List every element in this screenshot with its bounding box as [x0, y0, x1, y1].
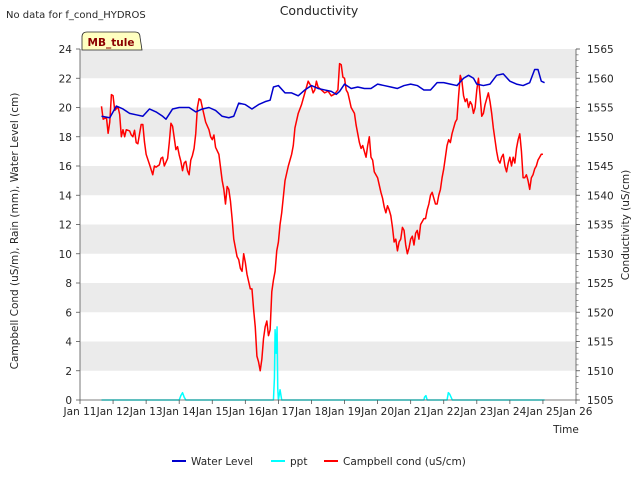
y-right-tick-label: 1550: [587, 132, 614, 144]
site-badge: MB_tule: [81, 31, 143, 51]
y-right-tick-label: 1555: [587, 103, 614, 115]
legend-label-ppt: ppt: [290, 456, 307, 468]
y-left-tick-label: 2: [65, 366, 72, 378]
y-right-tick-label: 1510: [587, 366, 614, 378]
y-axis-left-label: Campbell Cond (uS/m), Rain (mm), Water L…: [9, 93, 21, 370]
y-right-tick-label: 1540: [587, 190, 614, 202]
x-tick-label: Jan 15: [195, 406, 229, 418]
x-tick-label: Jan 11: [63, 406, 97, 418]
chart-title: Conductivity: [280, 3, 359, 18]
site-badge-shape: [81, 31, 143, 51]
y-left-tick-label: 20: [59, 103, 72, 115]
background-bands: [80, 49, 576, 400]
y-right-tick-label: 1520: [587, 307, 614, 319]
grid-band: [80, 166, 576, 196]
y-left-tick-label: 16: [59, 161, 73, 173]
legend-label-water-level: Water Level: [191, 456, 253, 468]
x-tick-label: Jan 26: [559, 406, 593, 418]
y-right-tick-label: 1565: [587, 44, 614, 56]
y-right-tick-label: 1535: [587, 220, 614, 232]
y-right-tick-label: 1545: [587, 161, 614, 173]
y-right-tick-label: 1525: [587, 278, 614, 290]
y-left-tick-label: 22: [59, 73, 72, 85]
x-axis-label: Time: [552, 424, 579, 436]
legend-label-campbell-cond: Campbell cond (uS/cm): [343, 456, 466, 468]
y-left-tick-label: 4: [65, 337, 72, 349]
y-left-tick-label: 8: [65, 278, 72, 290]
site-badge-label: MB_tule: [88, 37, 135, 49]
x-tick-label: Jan 25: [525, 406, 559, 418]
x-tick-label: Jan 18: [294, 406, 328, 418]
y-left-tick-label: 10: [59, 249, 72, 261]
x-tick-label: Jan 24: [492, 406, 526, 418]
x-tick-label: Jan 20: [360, 406, 394, 418]
y-axis-right-label: Conductivity (uS/cm): [620, 170, 632, 280]
y-left-tick-label: 18: [59, 132, 72, 144]
x-tick-label: Jan 17: [261, 406, 295, 418]
y-right-tick-label: 1560: [587, 73, 614, 85]
x-tick-label: Jan 22: [426, 406, 460, 418]
y-left-tick-label: 14: [59, 190, 73, 202]
grid-band: [80, 49, 576, 79]
y-left-tick-label: 0: [65, 395, 72, 407]
x-tick-label: Jan 12: [96, 406, 130, 418]
axes-layer: 0246810121416182022241505151015151520152…: [59, 44, 614, 418]
x-tick-label: Jan 23: [459, 406, 493, 418]
x-tick-label: Jan 13: [129, 406, 163, 418]
series-line-water-level: [101, 68, 545, 120]
x-tick-label: Jan 16: [228, 406, 262, 418]
grid-band: [80, 283, 576, 313]
no-data-note: No data for f_cond_HYDROS: [6, 10, 146, 21]
x-tick-label: Jan 19: [327, 406, 361, 418]
grid-band: [80, 341, 576, 371]
grid-band: [80, 224, 576, 254]
y-right-tick-label: 1515: [587, 337, 614, 349]
x-tick-label: Jan 21: [393, 406, 427, 418]
y-left-tick-label: 24: [59, 44, 73, 56]
y-right-tick-label: 1505: [587, 395, 614, 407]
legend: Water Level ppt Campbell cond (uS/cm): [172, 456, 466, 468]
y-left-tick-label: 6: [65, 307, 72, 319]
x-tick-label: Jan 14: [162, 406, 196, 418]
y-left-tick-label: 12: [59, 220, 72, 232]
y-right-tick-label: 1530: [587, 249, 614, 261]
